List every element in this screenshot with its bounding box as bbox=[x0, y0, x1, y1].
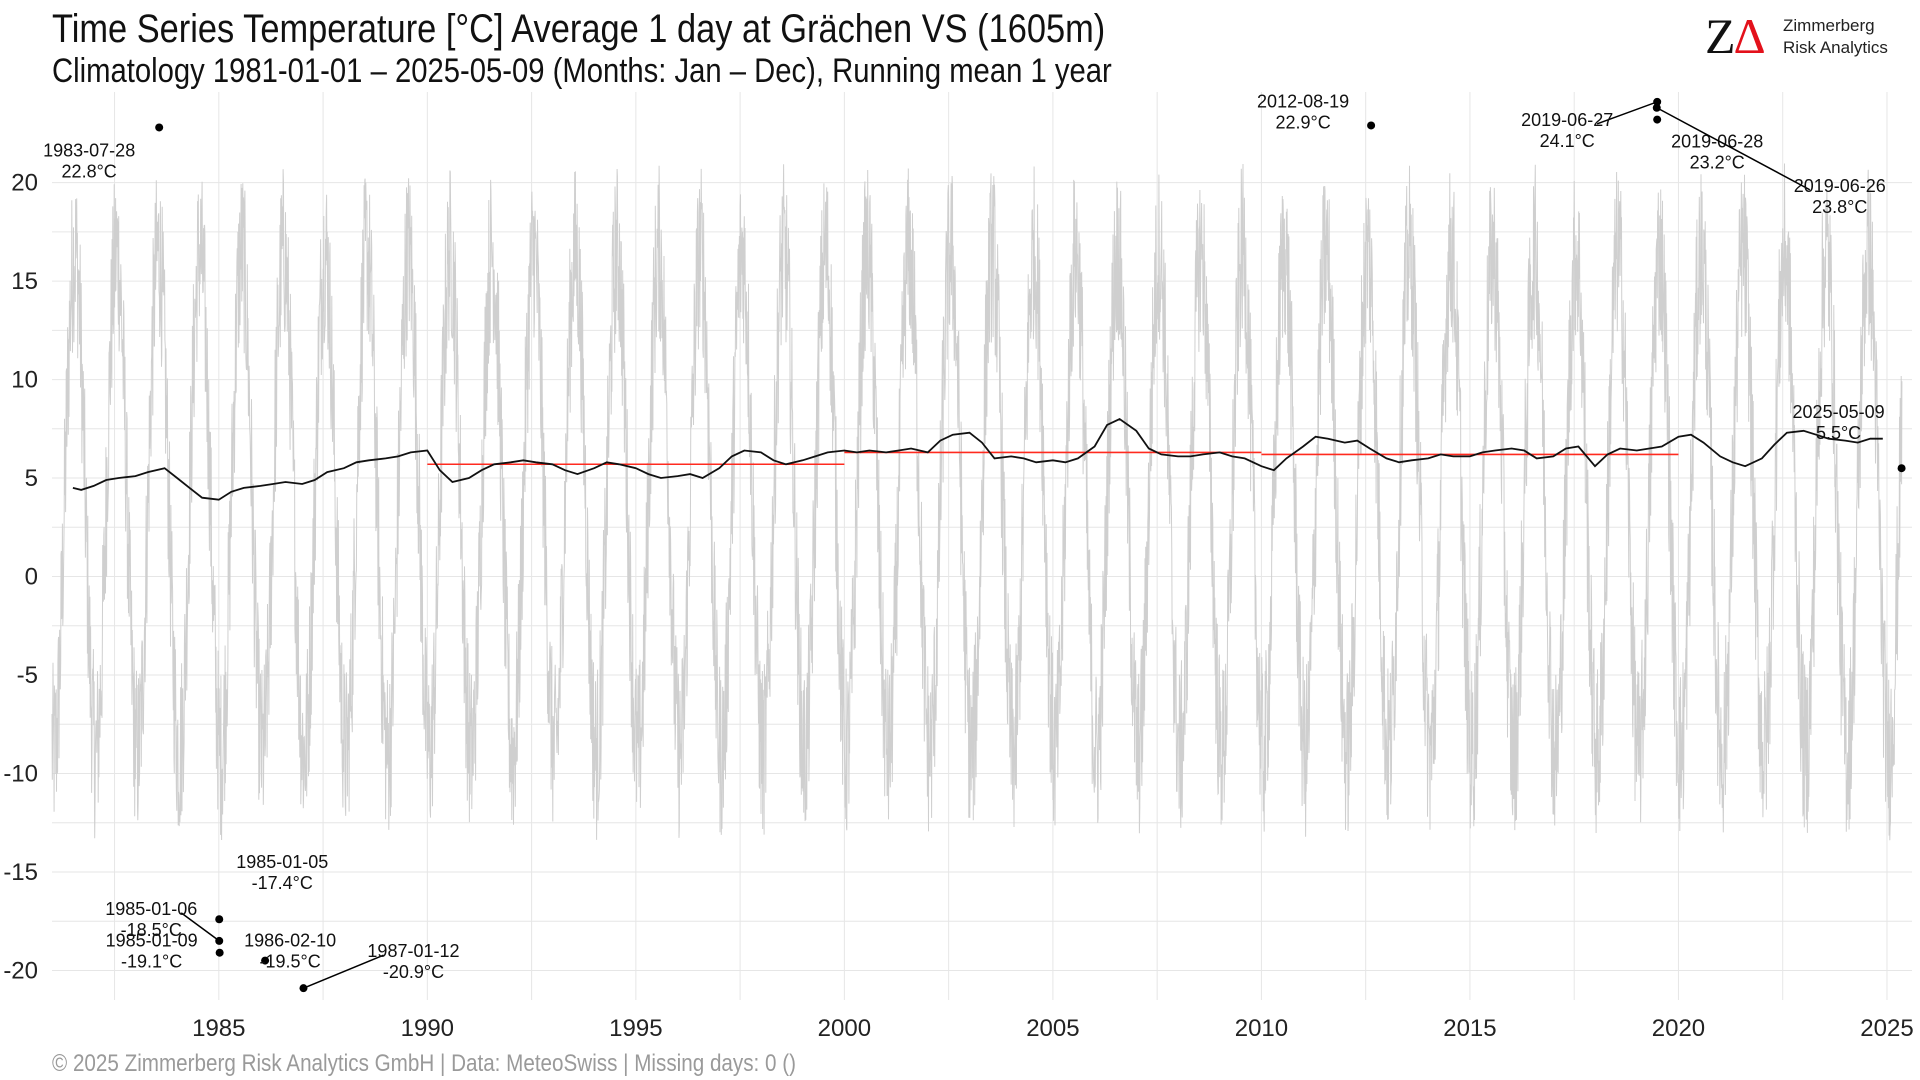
running-mean-line bbox=[72, 417, 1883, 501]
annotation-leader bbox=[1656, 107, 1811, 191]
y-tick-label: -15 bbox=[3, 859, 38, 886]
annotation-leader bbox=[180, 912, 220, 942]
footer-credits: © 2025 Zimmerberg Risk Analytics GmbH | … bbox=[52, 1050, 796, 1077]
annotation-date: 2019-06-27 bbox=[1521, 110, 1613, 130]
extreme-point bbox=[155, 123, 164, 132]
chart-title: Time Series Temperature [°C] Average 1 d… bbox=[52, 7, 1106, 51]
extreme-point bbox=[215, 915, 224, 924]
annotation-date: 1986-02-10 bbox=[244, 931, 336, 951]
annotation-date: 2025-05-09 bbox=[1793, 402, 1885, 422]
annotation-value: -18.5°C bbox=[121, 920, 182, 940]
y-tick-label: -10 bbox=[3, 760, 38, 787]
annotation-value: -17.4°C bbox=[252, 873, 313, 893]
annotation-value: -20.9°C bbox=[383, 962, 444, 982]
annotation-value: 23.8°C bbox=[1812, 197, 1867, 217]
company-logo: ZΔ Zimmerberg Risk Analytics bbox=[1705, 10, 1905, 62]
x-tick-label: 2020 bbox=[1652, 1015, 1705, 1042]
annotation-leader bbox=[1596, 101, 1658, 125]
y-tick-label: 20 bbox=[11, 170, 38, 197]
chart-subtitle: Climatology 1981-01-01 – 2025-05-09 (Mon… bbox=[52, 52, 1112, 90]
y-tick-label: -20 bbox=[3, 957, 38, 984]
x-tick-label: 1990 bbox=[401, 1015, 454, 1042]
daily-temperature-line bbox=[51, 163, 1903, 841]
logo-mark-delta: Δ bbox=[1733, 8, 1766, 64]
annotation-value: -19.5°C bbox=[259, 952, 320, 972]
annotation-date: 2019-06-28 bbox=[1671, 132, 1763, 152]
annotation-date: 1985-01-05 bbox=[236, 852, 328, 872]
x-tick-label: 2000 bbox=[818, 1015, 871, 1042]
annotation-value: 24.1°C bbox=[1540, 131, 1595, 151]
y-tick-label: 15 bbox=[11, 268, 38, 295]
x-tick-label: 1985 bbox=[192, 1015, 245, 1042]
annotation-value: 22.9°C bbox=[1275, 112, 1330, 132]
grid-lines bbox=[52, 92, 1912, 1000]
daily-temperature-series bbox=[51, 163, 1903, 841]
y-tick-label: -5 bbox=[17, 662, 38, 689]
y-tick-label: 10 bbox=[11, 367, 38, 394]
annotation-value: 23.2°C bbox=[1690, 153, 1745, 173]
annotation-date: 2012-08-19 bbox=[1257, 91, 1349, 111]
extreme-point bbox=[215, 948, 224, 957]
annotation-leader bbox=[303, 954, 384, 989]
axis-tick-labels: 1985 1990 1995 2000 2005 2010 2015 2020 2025-20-… bbox=[3, 170, 1913, 1042]
x-tick-label: 2010 bbox=[1235, 1015, 1288, 1042]
logo-name-line2: Risk Analytics bbox=[1783, 38, 1888, 57]
annotation-date: 1983-07-28 bbox=[43, 140, 135, 160]
x-tick-label: 2005 bbox=[1026, 1015, 1079, 1042]
annotation-value: 22.8°C bbox=[62, 161, 117, 181]
annotation-date: 1985-01-06 bbox=[105, 899, 197, 919]
logo-mark: ZΔ bbox=[1705, 8, 1766, 64]
y-tick-label: 0 bbox=[25, 564, 38, 591]
annotation-date: 1985-01-09 bbox=[106, 931, 198, 951]
extreme-point bbox=[1653, 115, 1662, 124]
y-tick-label: 5 bbox=[25, 465, 38, 492]
x-tick-label: 2025 bbox=[1860, 1015, 1913, 1042]
x-tick-label: 1995 bbox=[609, 1015, 662, 1042]
running-mean-series bbox=[72, 417, 1883, 501]
logo-mark-z: Z bbox=[1705, 8, 1736, 64]
x-tick-label: 2015 bbox=[1443, 1015, 1496, 1042]
extreme-point bbox=[1897, 464, 1906, 473]
annotation-value: -19.1°C bbox=[121, 952, 182, 972]
annotation-date: 1987-01-12 bbox=[367, 941, 459, 961]
extreme-point bbox=[1367, 121, 1376, 130]
annotation-value: 5.5°C bbox=[1816, 423, 1861, 443]
logo-name-line1: Zimmerberg bbox=[1783, 16, 1875, 35]
extreme-point bbox=[261, 956, 270, 965]
annotation-date: 2019-06-26 bbox=[1794, 176, 1886, 196]
